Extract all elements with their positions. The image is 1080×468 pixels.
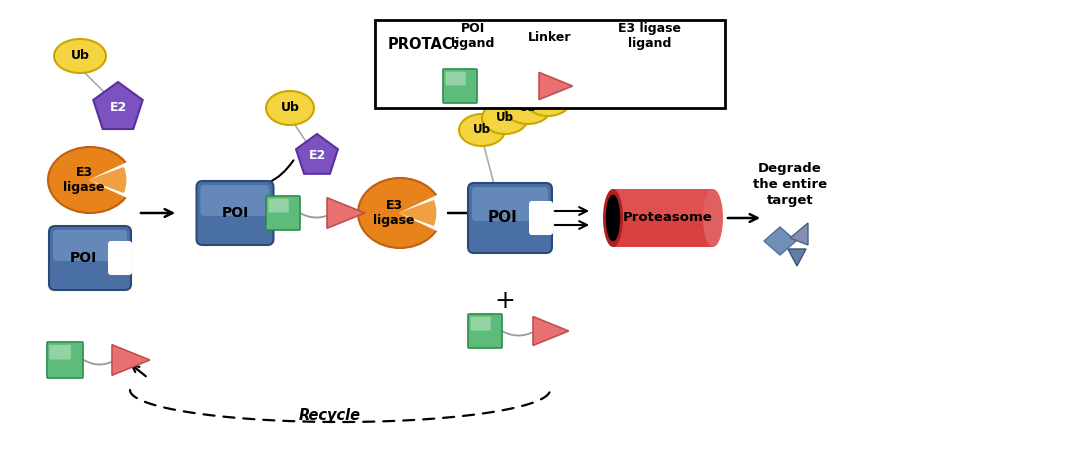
Text: POI: POI <box>221 206 248 220</box>
Ellipse shape <box>357 178 442 248</box>
FancyBboxPatch shape <box>529 201 553 235</box>
Wedge shape <box>90 168 125 192</box>
Text: E3 ligase
ligand: E3 ligase ligand <box>619 22 681 50</box>
Wedge shape <box>90 161 136 199</box>
FancyBboxPatch shape <box>472 187 548 221</box>
Wedge shape <box>400 201 435 225</box>
Ellipse shape <box>48 147 132 213</box>
Text: +: + <box>495 289 515 313</box>
FancyBboxPatch shape <box>50 345 71 359</box>
Bar <box>613 189 713 247</box>
Ellipse shape <box>505 92 551 124</box>
FancyBboxPatch shape <box>48 343 82 377</box>
Ellipse shape <box>54 39 106 73</box>
FancyBboxPatch shape <box>197 181 273 245</box>
Text: Recycle: Recycle <box>299 409 361 424</box>
Polygon shape <box>539 73 572 100</box>
Text: E3
ligase: E3 ligase <box>64 166 105 194</box>
FancyBboxPatch shape <box>471 317 490 330</box>
FancyBboxPatch shape <box>375 20 725 108</box>
Polygon shape <box>112 345 150 375</box>
Text: Linker: Linker <box>528 31 571 44</box>
Text: POI: POI <box>69 251 96 265</box>
Ellipse shape <box>459 114 505 146</box>
FancyBboxPatch shape <box>49 226 131 290</box>
Ellipse shape <box>603 189 623 247</box>
Ellipse shape <box>266 91 314 125</box>
FancyBboxPatch shape <box>201 185 270 216</box>
Text: POI: POI <box>488 211 518 226</box>
Text: Ub: Ub <box>496 111 514 124</box>
FancyBboxPatch shape <box>469 315 501 347</box>
Polygon shape <box>789 223 808 245</box>
FancyBboxPatch shape <box>468 183 552 253</box>
FancyBboxPatch shape <box>269 199 288 212</box>
Polygon shape <box>327 197 365 228</box>
FancyBboxPatch shape <box>445 72 465 86</box>
Text: Ub: Ub <box>281 102 299 115</box>
Text: Ub: Ub <box>519 102 537 115</box>
Polygon shape <box>534 316 569 345</box>
Ellipse shape <box>525 84 571 116</box>
Text: PROTAC:: PROTAC: <box>388 37 459 52</box>
FancyBboxPatch shape <box>48 342 83 378</box>
FancyBboxPatch shape <box>468 314 502 348</box>
Polygon shape <box>296 134 338 174</box>
Bar <box>613 189 713 218</box>
FancyBboxPatch shape <box>444 70 476 102</box>
Text: POI
ligand: POI ligand <box>451 22 495 50</box>
FancyBboxPatch shape <box>108 241 132 275</box>
Polygon shape <box>788 249 806 266</box>
Wedge shape <box>400 193 446 233</box>
Ellipse shape <box>607 195 620 241</box>
Text: E3
ligase: E3 ligase <box>374 199 415 227</box>
Text: Proteasome: Proteasome <box>623 212 713 225</box>
Polygon shape <box>764 227 796 255</box>
FancyBboxPatch shape <box>53 230 127 261</box>
Text: Degrade
the entire
target: Degrade the entire target <box>753 162 827 207</box>
Ellipse shape <box>482 102 528 134</box>
FancyBboxPatch shape <box>267 197 299 229</box>
Text: Ub: Ub <box>70 50 90 63</box>
Polygon shape <box>93 82 143 129</box>
Text: E2: E2 <box>109 102 126 115</box>
FancyBboxPatch shape <box>443 69 477 103</box>
Text: Ub: Ub <box>473 124 491 137</box>
Text: Ub: Ub <box>539 94 557 107</box>
Ellipse shape <box>703 189 723 247</box>
FancyBboxPatch shape <box>266 196 300 230</box>
Text: E2: E2 <box>309 149 326 162</box>
